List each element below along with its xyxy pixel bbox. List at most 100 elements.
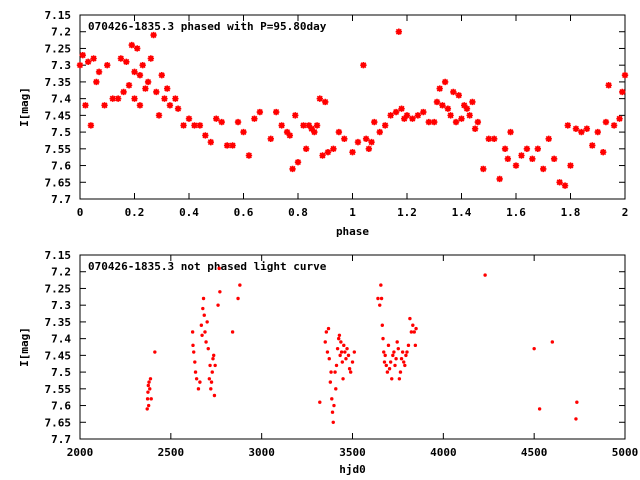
data-point: [347, 367, 352, 371]
data-point: [333, 370, 337, 374]
x-axis-title: phase: [336, 225, 369, 238]
data-point-star: [153, 88, 160, 96]
y-tick-label: 7.4: [51, 333, 71, 346]
data-point-star: [450, 88, 457, 96]
data-point-star: [139, 61, 146, 69]
data-point: [146, 390, 150, 394]
data-point-star: [164, 85, 171, 92]
data-point: [149, 397, 153, 401]
data-point-star: [455, 92, 462, 99]
data-point-star: [605, 82, 612, 89]
data-point: [350, 360, 355, 364]
data-point: [348, 370, 353, 374]
data-point: [230, 330, 235, 334]
data-point-star: [621, 72, 629, 79]
data-point: [146, 383, 151, 388]
data-point: [339, 340, 343, 344]
data-point: [212, 393, 217, 398]
x-tick-label: 1: [349, 206, 356, 219]
x-tick-label: 0.2: [125, 206, 145, 219]
data-point: [323, 340, 327, 344]
y-tick-label: 7.55: [45, 143, 72, 156]
y-tick-label: 7.45: [45, 349, 72, 362]
x-tick-label: 3000: [248, 446, 275, 459]
data-point-star: [324, 148, 332, 156]
data-point-star: [395, 28, 403, 35]
data-point-star: [251, 115, 258, 122]
data-point-star: [131, 95, 138, 102]
data-point-star: [523, 145, 531, 153]
x-tick-label: 1.2: [397, 206, 417, 219]
data-point-star: [567, 162, 574, 169]
data-point: [395, 340, 399, 344]
data-point: [327, 357, 331, 361]
y-tick-label: 7.15: [45, 9, 72, 22]
data-point: [209, 380, 214, 384]
data-point-star: [578, 128, 585, 136]
data-point: [205, 320, 209, 324]
data-point-star: [79, 51, 86, 59]
data-point-star: [466, 112, 473, 119]
data-point: [153, 350, 157, 354]
data-point-star: [256, 108, 264, 116]
data-point-star: [245, 152, 253, 159]
y-tick-label: 7.65: [45, 176, 72, 189]
x-tick-label: 1.8: [561, 206, 581, 219]
data-point-star: [131, 68, 138, 76]
data-point-star: [273, 108, 280, 116]
data-point-star: [368, 138, 375, 146]
y-tick-label: 7.15: [45, 249, 72, 262]
y-tick-label: 7.35: [45, 316, 72, 329]
data-point-star: [142, 85, 149, 92]
data-point: [194, 377, 199, 381]
data-point: [196, 387, 201, 391]
data-point-star: [316, 95, 323, 102]
data-point: [352, 350, 357, 354]
data-point: [208, 363, 212, 368]
data-point: [207, 377, 212, 381]
data-point-star: [330, 145, 337, 153]
data-point-star: [444, 105, 452, 112]
data-point-star: [349, 148, 356, 156]
data-point-star: [425, 118, 432, 126]
data-point-star: [447, 112, 454, 119]
data-point-star: [414, 112, 422, 119]
data-point: [394, 357, 398, 361]
data-point: [412, 330, 416, 334]
data-point-star: [463, 105, 471, 112]
data-point-star: [319, 152, 326, 159]
data-point-star: [376, 128, 383, 136]
data-point-star: [534, 145, 541, 153]
data-point-star: [529, 155, 536, 163]
data-points: [145, 266, 579, 424]
data-point-star: [147, 55, 155, 62]
data-point: [331, 420, 335, 424]
data-point: [408, 316, 412, 321]
data-point: [335, 346, 340, 351]
data-point: [146, 403, 151, 408]
data-point: [318, 400, 322, 404]
y-axis-title: I[mag]: [18, 327, 31, 367]
data-point-star: [382, 122, 389, 129]
data-point-star: [114, 95, 122, 102]
data-point: [211, 357, 215, 361]
data-point-star: [589, 142, 596, 149]
data-point-star: [218, 118, 225, 126]
data-point: [390, 377, 394, 381]
data-point-star: [76, 61, 84, 69]
data-point: [339, 350, 344, 354]
data-point-star: [144, 78, 152, 86]
data-point: [340, 360, 345, 364]
x-tick-label: 1.6: [506, 206, 526, 219]
y-tick-label: 7.35: [45, 76, 72, 89]
data-point: [201, 296, 206, 301]
data-point-star: [120, 88, 127, 96]
data-point: [198, 380, 202, 384]
data-point: [210, 370, 214, 374]
data-point: [192, 350, 196, 354]
data-point-star: [93, 78, 100, 86]
data-point: [330, 397, 334, 401]
data-point: [324, 330, 329, 334]
data-point: [393, 363, 397, 368]
data-point-star: [172, 95, 179, 102]
